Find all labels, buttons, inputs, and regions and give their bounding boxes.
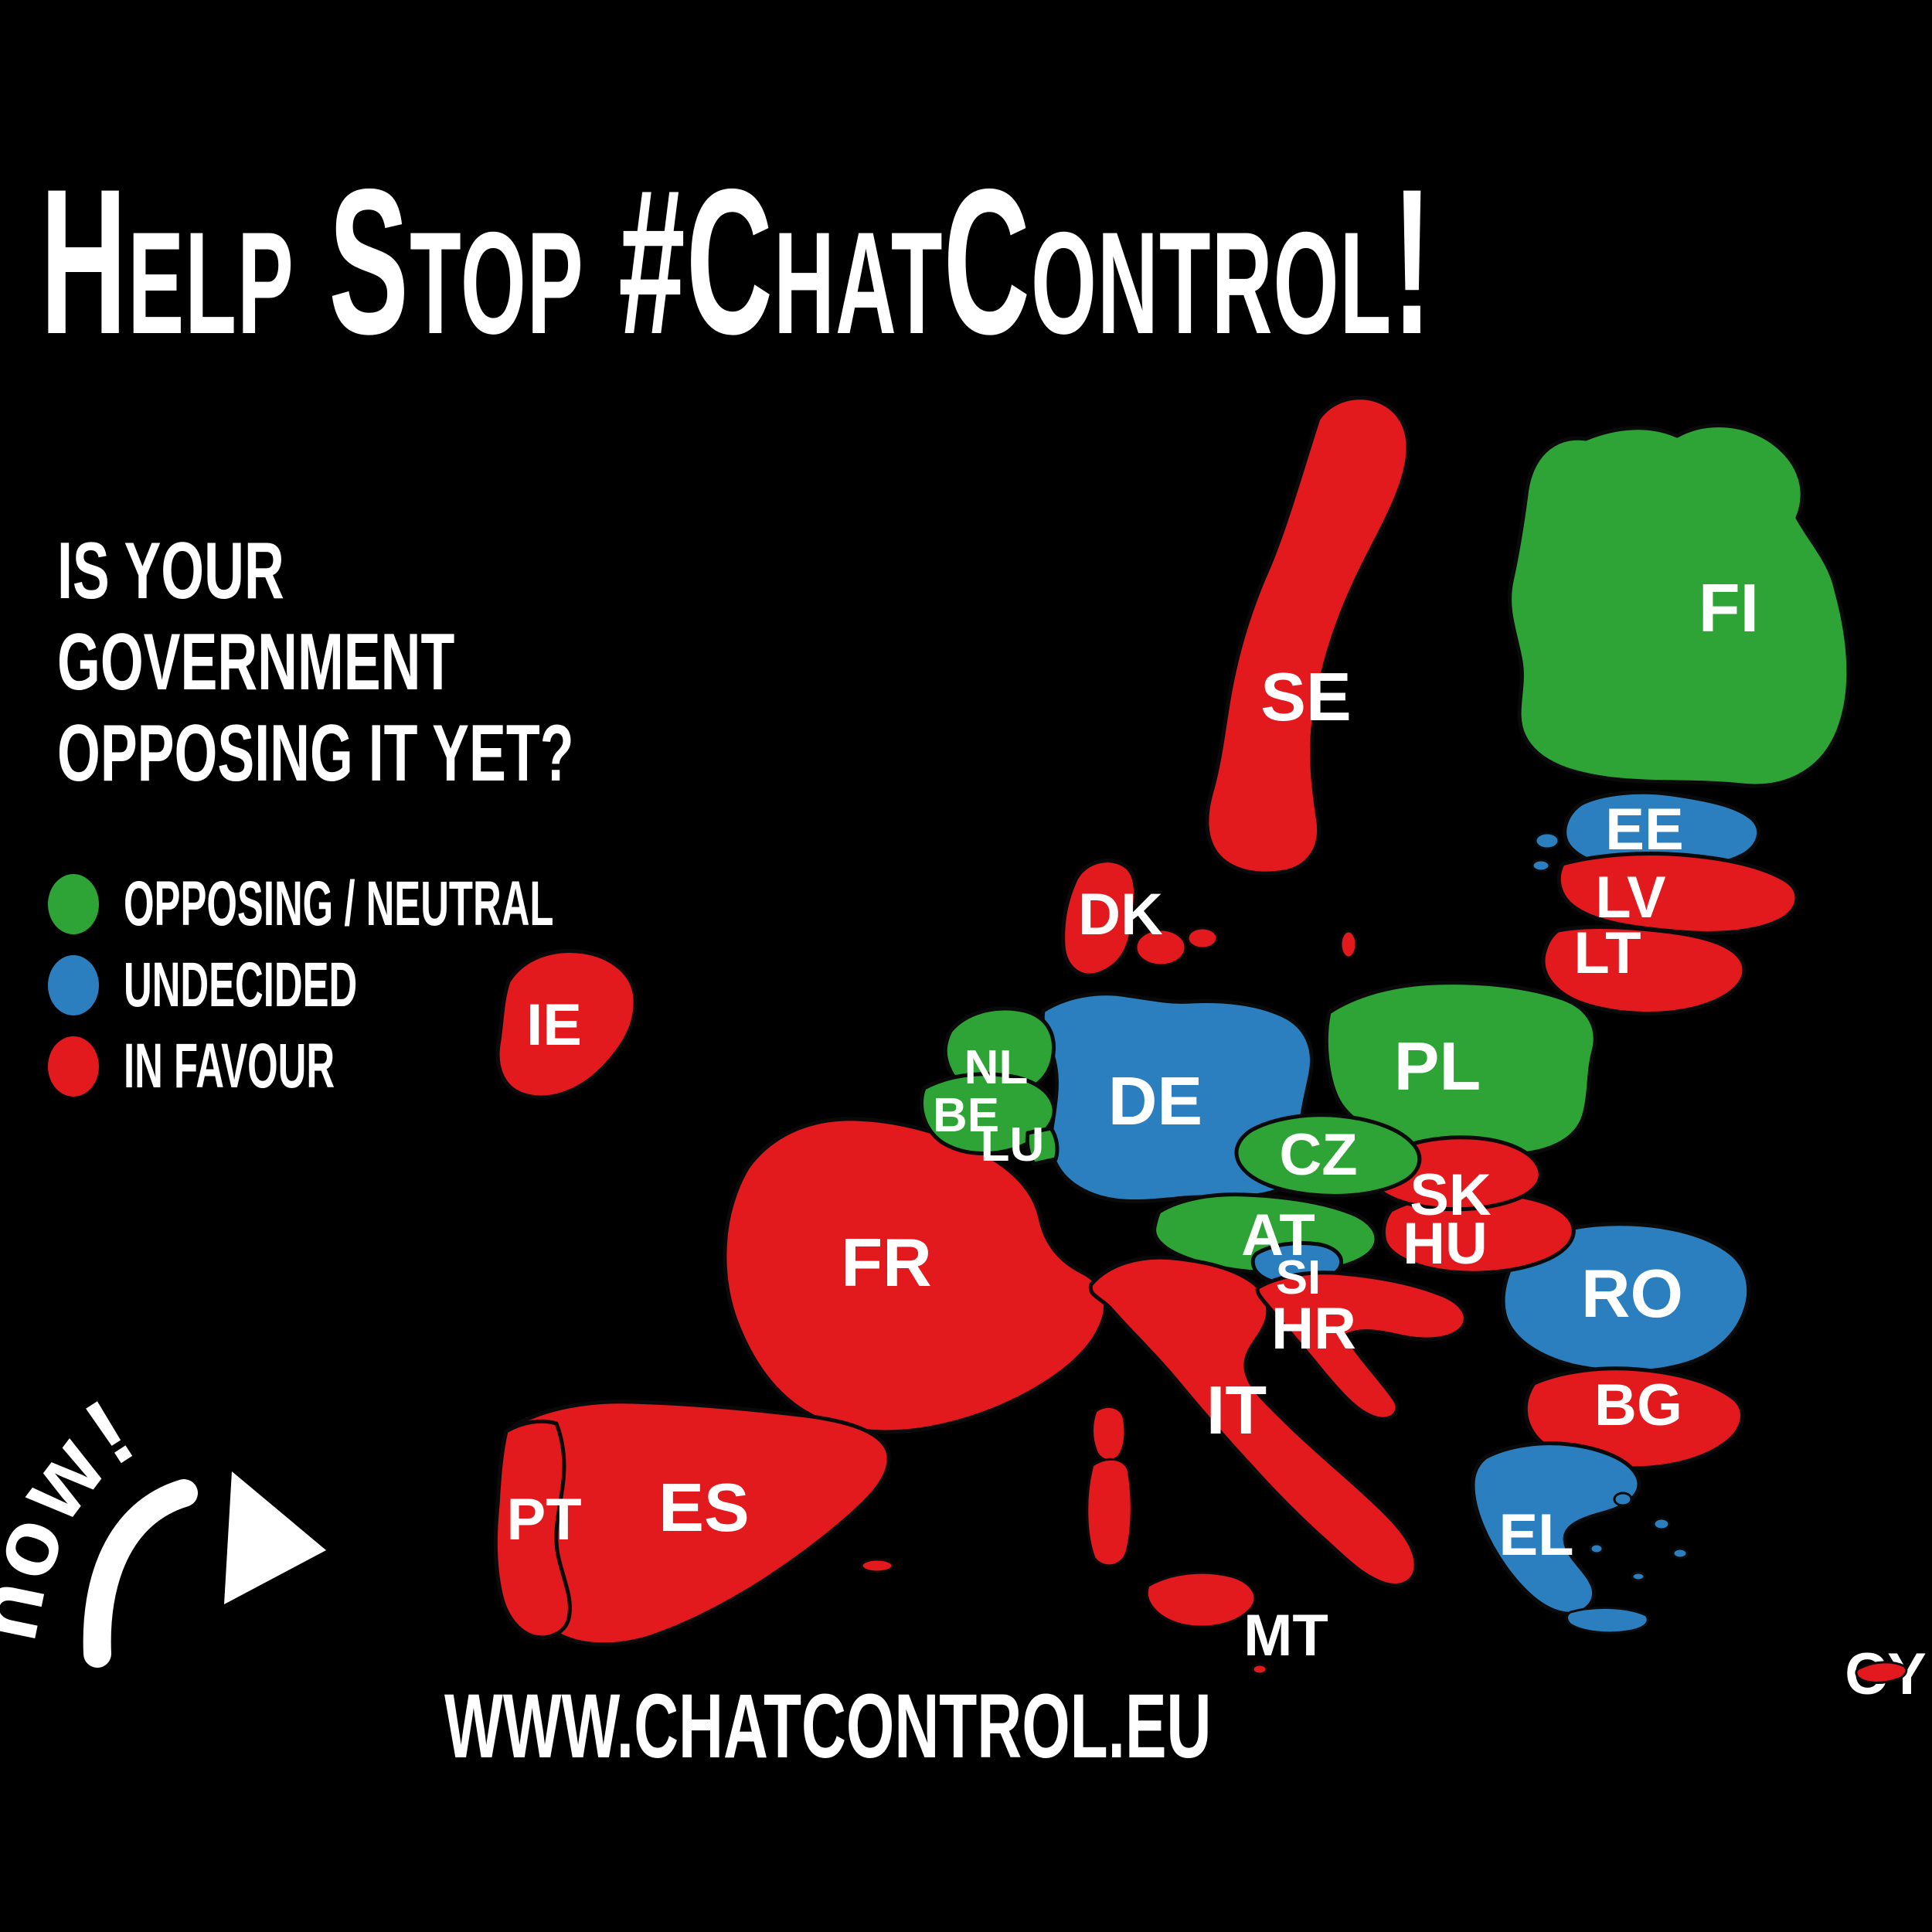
map-label-ro: RO [1581,1255,1683,1332]
island-crete [1566,1606,1649,1634]
map-label-pt: PT [506,1487,581,1553]
map-label-be: BE [933,1089,999,1142]
map-label-hr: HR [1271,1296,1356,1362]
island-aegean-5 [1631,1571,1646,1582]
map-label-dk: DK [1078,882,1163,947]
map-label-lv: LV [1595,865,1666,930]
legend: OPPOSING / NEUTRAL UNDECIDED IN FAVOUR [48,869,818,1117]
country-dk [1061,859,1138,978]
country-bg [1523,1366,1744,1471]
legend-label-in-favour: IN FAVOUR [124,1031,335,1101]
act-now-arrow-head [224,1471,326,1604]
map-label-fi: FI [1699,570,1759,646]
island-balearics [860,1558,894,1573]
question-line-3: OPPOSING IT YET? [57,709,574,798]
legend-item-opposing: OPPOSING / NEUTRAL [48,869,818,939]
map-label-bg: BG [1594,1372,1682,1438]
map-label-cz: CZ [1279,1122,1357,1188]
country-lv [1556,852,1799,935]
map-label-mt: MT [1243,1603,1328,1668]
legend-swatch-in-favour [48,1036,99,1097]
map-label-sk: SK [1410,1162,1492,1228]
question-line-2: GOVERNMENT [57,617,455,707]
country-se [1205,396,1410,876]
map-label-es: ES [658,1469,749,1546]
island-corsica [1091,1405,1127,1462]
legend-label-opposing: OPPOSING / NEUTRAL [124,869,554,939]
website-url: WWW.CHATCONTROL.EU [444,1675,1212,1777]
map-label-at: AT [1241,1202,1315,1268]
poster-question: IS YOUR GOVERNMENT OPPOSING IT YET? [57,526,806,799]
act-now-arrow-shaft [83,1479,198,1668]
island-saaremaa [1534,832,1560,850]
country-lt [1541,925,1747,1016]
country-hr [1255,1270,1468,1421]
legend-label-undecided: UNDECIDED [124,950,358,1020]
island-cyprus [1855,1661,1908,1684]
island-aegean-3 [1672,1547,1689,1560]
island-aegean-2 [1652,1517,1671,1531]
country-ie [495,949,638,1100]
map-label-el: EL [1498,1502,1573,1568]
island-sicily [1145,1571,1257,1628]
map-label-fr: FR [841,1224,931,1301]
legend-item-undecided: UNDECIDED [48,950,818,1020]
map-label-lu: LU [981,1118,1045,1172]
island-zealand [1134,928,1187,967]
country-ro [1501,1222,1751,1374]
map-label-ie: IE [526,992,582,1058]
island-hiiumaa [1531,859,1551,872]
country-ee [1563,790,1761,872]
country-el [1471,1441,1641,1616]
legend-item-in-favour: IN FAVOUR [48,1031,818,1101]
legend-swatch-opposing [48,874,99,934]
country-cz [1234,1113,1422,1198]
map-label-pl: PL [1394,1028,1481,1104]
country-it [1088,1255,1418,1587]
island-aegean-1 [1613,1492,1633,1507]
country-shapes [493,396,1851,1675]
island-aegean-4 [1589,1543,1604,1555]
map-label-si: SI [1276,1251,1321,1304]
map-label-hu: HU [1403,1211,1488,1277]
country-labels: FI SE EE LV LT DK IE NL BE LU DE PL CZ S… [506,570,1926,1707]
country-fi [1508,423,1851,788]
legend-swatch-undecided [48,955,99,1015]
island-sardinia [1086,1458,1133,1567]
map-label-nl: NL [964,1041,1029,1094]
poster-title: Help Stop #ChatControl! [40,145,1434,377]
map-label-ee: EE [1605,797,1683,862]
island-malta [1251,1663,1268,1675]
island-funen [1186,927,1219,950]
map-label-se: SE [1260,658,1351,735]
country-pt [493,1419,572,1640]
map-label-de: DE [1108,1063,1202,1139]
question-line-1: IS YOUR [57,526,284,616]
map-label-it: IT [1206,1372,1267,1448]
island-gotland [1339,930,1358,959]
country-lu [1025,1126,1060,1166]
map-label-lt: LT [1573,920,1641,986]
